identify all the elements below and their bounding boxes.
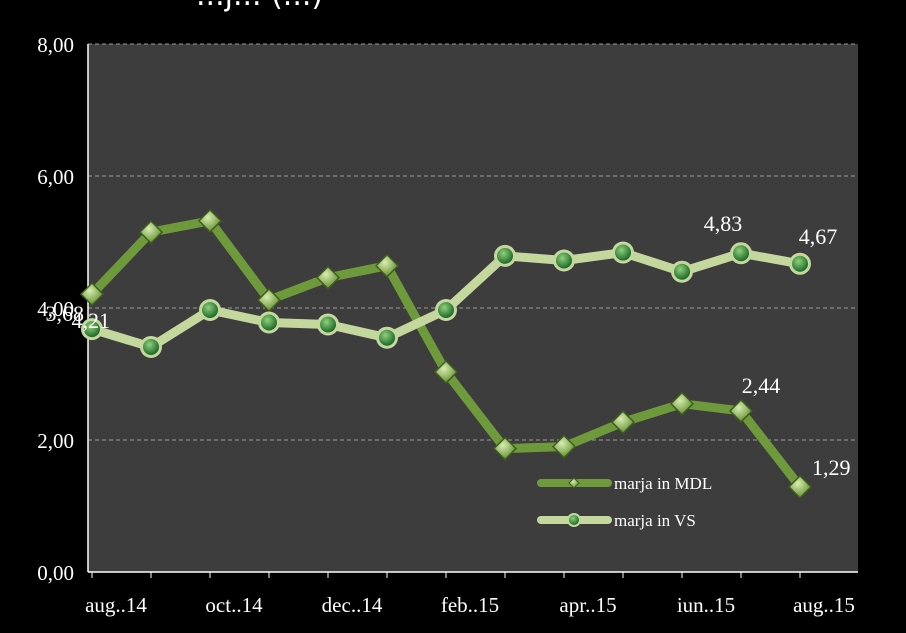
chart-title-fragment: ...j... (...) — [196, 0, 323, 13]
x-tick-label: apr..15 — [559, 593, 616, 617]
data-point-mdl — [433, 359, 459, 385]
data-point-vs — [556, 252, 572, 269]
data-point-vs — [615, 244, 631, 261]
data-label: 4,83 — [704, 211, 743, 236]
data-point-vs — [379, 329, 395, 346]
data-point-vs — [202, 301, 218, 318]
data-label: 4,21 — [72, 308, 111, 333]
y-tick-label: 6,00 — [37, 165, 74, 189]
data-label: 1,29 — [812, 455, 851, 480]
data-label: 4,67 — [799, 224, 838, 249]
data-label: 3,68 — [46, 301, 85, 326]
x-tick-label: aug..14 — [85, 593, 147, 617]
x-tick-label: dec..14 — [322, 593, 383, 617]
data-point-mdl — [492, 436, 518, 461]
y-tick-label: 0,00 — [37, 561, 74, 585]
data-point-vs — [143, 338, 159, 355]
legend-label: marja in MDL — [614, 474, 712, 493]
data-point-mdl — [551, 434, 577, 459]
legend-marker-diamond — [568, 477, 580, 489]
x-tick-label: oct..14 — [205, 593, 263, 617]
data-point-mdl — [669, 391, 695, 416]
data-point-vs — [497, 247, 513, 264]
data-point-vs — [84, 321, 100, 338]
data-point-mdl — [315, 265, 341, 290]
data-point-mdl — [256, 288, 282, 313]
data-point-vs — [733, 245, 749, 262]
x-tick-label: iun..15 — [677, 593, 735, 617]
data-point-mdl — [610, 410, 636, 435]
data-label: 2,44 — [742, 373, 781, 398]
x-tick-label: feb..15 — [441, 593, 499, 617]
data-point-mdl — [374, 253, 400, 278]
data-point-vs — [792, 255, 808, 272]
legend-marker-circle — [569, 515, 579, 525]
y-tick-label: 2,00 — [37, 429, 74, 453]
data-point-mdl — [138, 220, 164, 245]
data-point-mdl — [728, 398, 754, 424]
y-tick-label: 4,00 — [37, 297, 74, 321]
legend-label: marja in VS — [614, 511, 696, 530]
data-point-vs — [438, 301, 454, 318]
y-tick-label: 8,00 — [37, 33, 74, 57]
data-point-mdl — [787, 474, 813, 499]
data-point-mdl — [79, 282, 105, 307]
data-point-vs — [674, 263, 690, 280]
x-tick-label: aug..15 — [793, 593, 855, 617]
data-point-vs — [261, 314, 277, 331]
data-point-vs — [320, 316, 336, 333]
data-point-mdl — [197, 208, 223, 233]
